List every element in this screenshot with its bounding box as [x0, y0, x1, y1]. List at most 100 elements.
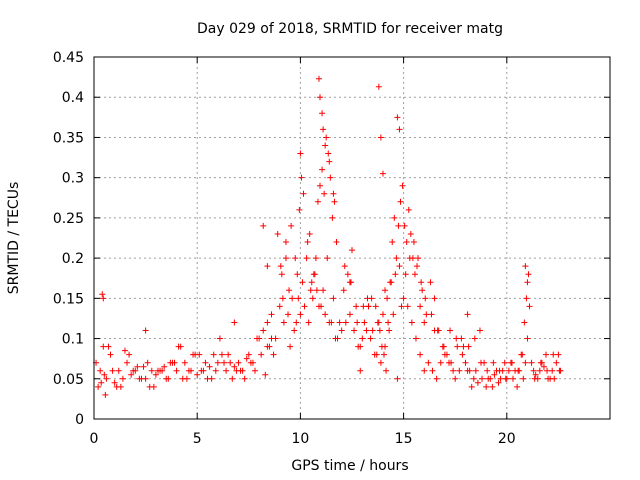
- data-point: [324, 255, 331, 262]
- data-point: [368, 295, 375, 302]
- data-point: [501, 359, 508, 366]
- data-point: [423, 311, 430, 318]
- data-point: [410, 239, 417, 246]
- data-point: [471, 335, 478, 342]
- data-point: [544, 367, 551, 374]
- data-point: [140, 363, 147, 370]
- data-point: [447, 327, 454, 334]
- data-point: [299, 279, 306, 286]
- y-tick-label: 0.3: [62, 171, 84, 187]
- data-point: [341, 263, 348, 270]
- data-point: [351, 327, 358, 334]
- data-point: [448, 359, 455, 366]
- data-point: [411, 271, 418, 278]
- data-point: [374, 319, 381, 326]
- data-point: [367, 335, 374, 342]
- data-point: [519, 351, 526, 358]
- data-point: [383, 367, 390, 374]
- data-point: [111, 379, 118, 386]
- data-point: [380, 351, 387, 358]
- data-point: [167, 359, 174, 366]
- data-point: [223, 367, 230, 374]
- data-point: [142, 375, 149, 382]
- data-point: [225, 351, 232, 358]
- y-axis-label: SRMTID / TECUs: [6, 182, 22, 295]
- data-points: [93, 75, 564, 398]
- data-point: [329, 214, 336, 221]
- data-point: [422, 295, 429, 302]
- data-point: [150, 383, 157, 390]
- y-tick-labels: 0 0.05 0.1 0.15 0.2 0.25 0.3 0.35 0.4 0.45: [53, 50, 84, 428]
- x-tick-label: 5: [193, 431, 202, 447]
- data-point: [484, 367, 491, 374]
- data-point: [296, 206, 303, 213]
- data-point: [525, 271, 532, 278]
- grid-lines: [94, 57, 610, 419]
- data-point: [508, 359, 515, 366]
- data-point: [361, 319, 368, 326]
- data-point: [161, 363, 168, 370]
- data-point: [417, 351, 424, 358]
- data-point: [264, 343, 271, 350]
- data-point: [474, 379, 481, 386]
- data-point: [194, 371, 201, 378]
- data-point: [483, 383, 490, 390]
- data-point: [278, 271, 285, 278]
- data-point: [377, 359, 384, 366]
- data-point: [124, 359, 131, 366]
- data-point: [342, 319, 349, 326]
- data-point: [456, 367, 463, 374]
- data-point: [333, 239, 340, 246]
- y-tick-label: 0.35: [53, 130, 84, 146]
- data-point: [490, 359, 497, 366]
- data-point: [142, 327, 149, 334]
- data-point: [188, 367, 195, 374]
- data-point: [353, 303, 360, 310]
- data-point: [320, 287, 327, 294]
- data-point: [403, 239, 410, 246]
- data-point: [229, 375, 236, 382]
- data-point: [405, 206, 412, 213]
- data-point: [235, 359, 242, 366]
- data-point: [521, 319, 528, 326]
- data-point: [384, 295, 391, 302]
- data-point: [417, 303, 424, 310]
- data-point: [107, 351, 114, 358]
- data-point: [288, 222, 295, 229]
- data-point: [148, 367, 155, 374]
- data-point: [408, 319, 415, 326]
- data-point: [308, 279, 315, 286]
- data-point: [208, 375, 215, 382]
- data-point: [373, 351, 380, 358]
- data-point: [291, 327, 298, 334]
- data-point: [522, 263, 529, 270]
- data-point: [152, 371, 159, 378]
- data-point: [105, 343, 112, 350]
- data-point: [470, 375, 477, 382]
- data-point: [260, 222, 267, 229]
- data-point: [305, 319, 312, 326]
- data-point: [100, 295, 107, 302]
- data-point: [540, 363, 547, 370]
- data-point: [328, 319, 335, 326]
- data-point: [502, 375, 509, 382]
- data-point: [530, 367, 537, 374]
- data-point: [212, 367, 219, 374]
- data-point: [231, 319, 238, 326]
- data-point: [117, 383, 124, 390]
- data-point: [245, 351, 252, 358]
- data-point: [200, 367, 207, 374]
- data-point: [251, 367, 258, 374]
- plot-frame: [93, 56, 611, 420]
- data-point: [276, 303, 283, 310]
- data-point: [520, 375, 527, 382]
- data-point: [377, 134, 384, 141]
- data-point: [307, 287, 314, 294]
- data-point: [98, 379, 105, 386]
- data-point: [210, 351, 217, 358]
- data-point: [555, 351, 562, 358]
- data-point: [354, 319, 361, 326]
- data-point: [173, 367, 180, 374]
- data-point: [491, 371, 498, 378]
